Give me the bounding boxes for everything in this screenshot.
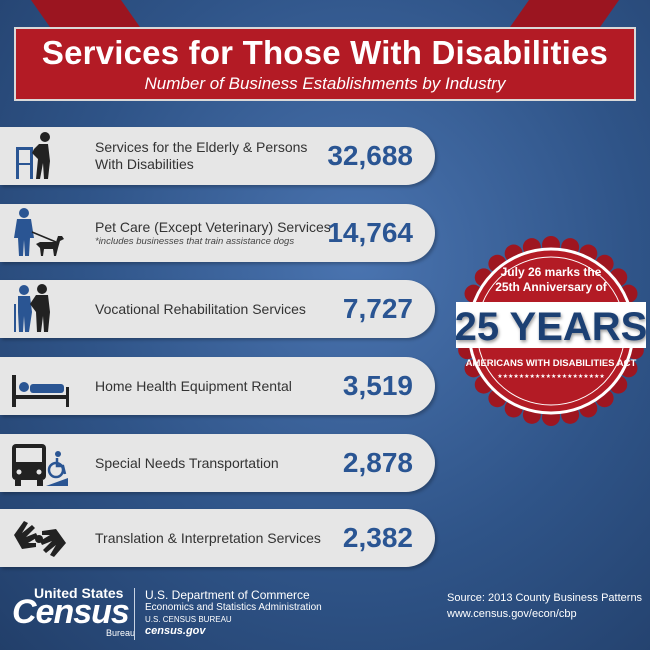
accessible-bus-icon: [12, 444, 68, 486]
industry-row-transportation: Special Needs Transportation 2,878: [0, 434, 435, 492]
seal-banner: [456, 302, 646, 348]
industry-note: *includes businesses that train assistan…: [95, 236, 295, 247]
census-logo-top: United States: [34, 585, 124, 601]
assisted-walking-icon: [14, 284, 50, 332]
industry-value: 32,688: [327, 140, 413, 171]
industry-label: Translation & Interpretation Services: [95, 529, 321, 546]
source-note: Source: 2013 County Business Patterns ww…: [447, 590, 642, 622]
department-info: U.S. Department of Commerce Economics an…: [145, 588, 322, 638]
industry-row-home-health: Home Health Equipment Rental 3,519: [0, 357, 435, 415]
dept-line1: U.S. Department of Commerce: [145, 588, 310, 602]
seal-top-line1: July 26 marks the: [501, 265, 602, 279]
industry-value: 3,519: [342, 370, 413, 401]
service-dog-icon: [14, 208, 64, 256]
industry-label: Home Health Equipment Rental: [95, 377, 292, 394]
census-logo-bottom: Bureau: [106, 628, 136, 638]
footer-divider: [134, 588, 135, 640]
industry-row-pet-care: Pet Care (Except Veterinary) Services *i…: [0, 204, 435, 262]
page-subtitle: Number of Business Establishments by Ind…: [144, 74, 506, 93]
walker-icon: [16, 132, 50, 179]
industry-value: 2,878: [342, 447, 413, 478]
industry-value: 7,727: [342, 293, 413, 324]
industry-row-elderly: Services for the Elderly & Persons With …: [0, 127, 435, 185]
industry-label: Vocational Rehabilitation Services: [95, 300, 306, 317]
dept-website-link[interactable]: census.gov: [145, 625, 206, 637]
dept-line2: Economics and Statistics Administration: [145, 602, 322, 613]
sign-language-icon: [14, 521, 66, 557]
industry-label: Services for the Elderly & Persons With …: [95, 139, 308, 172]
seal-top-line2: 25th Anniversary of: [495, 280, 608, 294]
seal-stars: ★★★★★★★★★★★★★★★★★★★★: [497, 373, 605, 380]
ada-anniversary-seal: July 26 marks the 25th Anniversary of 25…: [456, 236, 646, 426]
industry-value: 2,382: [342, 522, 413, 553]
hospital-bed-icon: [12, 375, 69, 407]
industry-label: Pet Care (Except Veterinary) Services *i…: [95, 204, 335, 262]
industry-label: Special Needs Transportation: [95, 454, 279, 471]
industry-value: 14,764: [327, 217, 413, 248]
industry-row-vocational: Vocational Rehabilitation Services 7,727: [0, 280, 435, 338]
page-title: Services for Those With Disabilities: [41, 34, 609, 71]
source-line: Source: 2013 County Business Patterns: [447, 592, 643, 604]
source-url-link[interactable]: www.census.gov/econ/cbp: [447, 608, 577, 620]
header-banner: Services for Those With Disabilities Num…: [14, 27, 636, 101]
seal-big-text: 25 YEARS: [456, 305, 646, 349]
seal-bottom-text: AMERICANS WITH DISABILITIES ACT: [466, 358, 637, 369]
census-logo-main: Census: [12, 593, 130, 631]
dept-line3: U.S. CENSUS BUREAU: [145, 615, 232, 624]
industry-row-translation: Translation & Interpretation Services 2,…: [0, 509, 435, 567]
